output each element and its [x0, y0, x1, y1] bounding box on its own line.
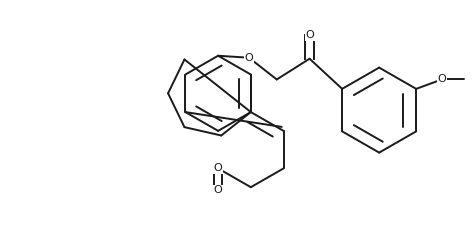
- Text: O: O: [305, 30, 314, 40]
- Text: O: O: [214, 164, 222, 174]
- Text: O: O: [214, 185, 222, 195]
- Text: O: O: [437, 74, 446, 84]
- Text: O: O: [245, 53, 253, 63]
